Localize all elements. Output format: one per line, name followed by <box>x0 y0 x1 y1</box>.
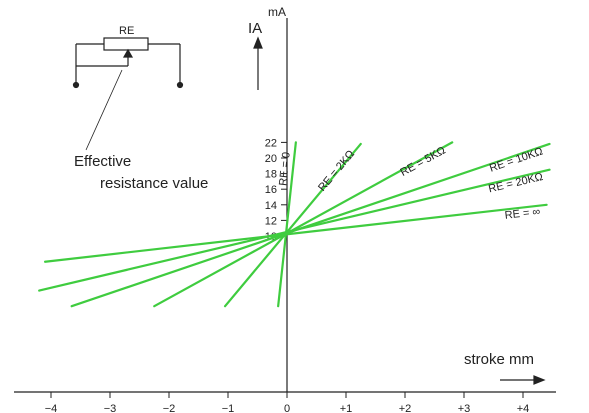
x-tick-label: +3 <box>458 403 471 413</box>
x-tick-label: −4 <box>45 403 58 413</box>
annotation-line1: Effective <box>74 153 131 170</box>
series-line <box>70 142 551 308</box>
series-label: RE = 20KΩ <box>487 171 544 195</box>
wiper-arrow-icon <box>122 48 134 58</box>
x-tick-label: −1 <box>222 403 235 413</box>
x-tick-label: +1 <box>340 403 353 413</box>
y-axis-title: IA <box>248 20 262 37</box>
x-axis-arrow <box>500 375 546 385</box>
series-line <box>153 141 454 308</box>
x-tick-label: 0 <box>284 403 290 413</box>
series-label: RE = 0 <box>277 151 293 186</box>
y-tick-label: 18 <box>265 169 277 181</box>
y-tick-label: 22 <box>265 137 277 149</box>
terminal-left <box>72 81 80 89</box>
right-arrow-icon <box>533 375 546 385</box>
x-axis-title: stroke mm <box>464 351 534 368</box>
y-axis-arrow <box>253 36 263 90</box>
series-line <box>43 203 548 263</box>
series-label: RE = 2KΩ <box>316 148 357 194</box>
series-label: RE = 5KΩ <box>398 145 447 179</box>
annotation-line2: resistance value <box>100 175 208 192</box>
x-ticks: −4 −3 −2 −1 0 +1 +2 +3 +4 <box>45 392 530 413</box>
y-tick-label: 14 <box>265 200 277 212</box>
series-line <box>223 142 362 308</box>
series-label: RE = 10KΩ <box>488 145 545 174</box>
resistor-body <box>103 37 149 51</box>
resistor-label: RE <box>119 25 134 37</box>
y-axis-unit: mA <box>268 5 286 19</box>
resistor-schematic <box>72 37 184 151</box>
annotation-leader <box>85 69 123 151</box>
series-lines <box>38 141 551 308</box>
series-line <box>38 168 551 292</box>
x-tick-label: −2 <box>163 403 176 413</box>
terminal-right <box>176 81 184 89</box>
x-tick-label: −3 <box>104 403 117 413</box>
y-tick-label: 16 <box>265 184 277 196</box>
series-label: RE = ∞ <box>504 206 541 222</box>
y-tick-label: 20 <box>265 153 277 165</box>
y-tick-label: 12 <box>265 215 277 227</box>
up-arrow-icon <box>253 36 263 49</box>
x-tick-label: +4 <box>517 403 530 413</box>
x-tick-label: +2 <box>399 403 412 413</box>
series-line <box>277 141 297 308</box>
